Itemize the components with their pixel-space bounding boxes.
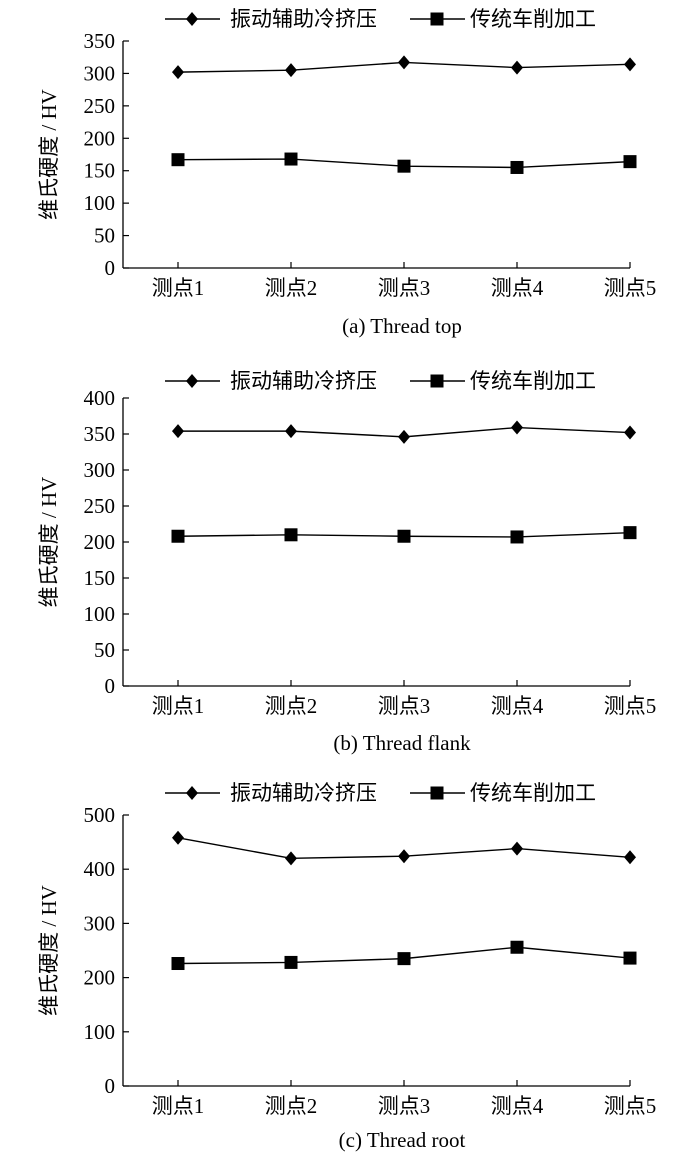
- data-point-series-2: [397, 159, 411, 173]
- y-tick-label: 200: [84, 530, 116, 554]
- legend-marker-2: [430, 374, 444, 388]
- data-point-series-1: [285, 63, 297, 78]
- legend-label-1: 振动辅助冷挤压: [230, 7, 377, 31]
- data-point-series-1: [398, 429, 410, 444]
- y-tick-label: 100: [84, 191, 116, 215]
- data-point-series-1: [624, 425, 636, 440]
- y-tick-label: 200: [84, 966, 116, 990]
- data-point-series-1: [172, 424, 184, 439]
- y-tick-label: 500: [84, 803, 116, 827]
- y-tick-label: 150: [84, 566, 116, 590]
- y-tick-label: 250: [84, 494, 116, 518]
- legend-marker-1: [186, 374, 198, 388]
- data-point-series-2: [510, 160, 524, 174]
- y-tick-label: 350: [84, 422, 116, 446]
- data-point-series-1: [172, 65, 184, 80]
- data-point-series-2: [171, 529, 185, 543]
- legend-label-2: 传统车削加工: [470, 7, 596, 31]
- x-tick-label: 测点2: [265, 694, 318, 718]
- data-point-series-2: [284, 528, 298, 542]
- x-tick-label: 测点1: [152, 276, 205, 300]
- x-tick-label: 测点5: [604, 1094, 657, 1118]
- y-tick-label: 400: [84, 857, 116, 881]
- data-point-series-2: [623, 526, 637, 540]
- y-tick-label: 400: [84, 386, 116, 410]
- y-tick-label: 0: [105, 1074, 116, 1098]
- data-point-series-1: [511, 841, 523, 856]
- legend-label-2: 传统车削加工: [470, 369, 596, 393]
- y-tick-label: 250: [84, 94, 116, 118]
- data-point-series-2: [623, 951, 637, 965]
- y-tick-label: 300: [84, 61, 116, 85]
- x-tick-label: 测点5: [604, 276, 657, 300]
- y-tick-label: 50: [94, 638, 115, 662]
- y-axis-label: 维氏硬度 / HV: [37, 885, 61, 1016]
- y-tick-label: 200: [84, 126, 116, 150]
- data-point-series-2: [284, 955, 298, 969]
- legend: 振动辅助冷挤压 传统车削加工: [165, 369, 596, 393]
- y-tick-label: 50: [94, 224, 115, 248]
- y-tick-label: 0: [105, 674, 116, 698]
- legend-marker-1: [186, 786, 198, 800]
- data-point-series-2: [510, 530, 524, 544]
- legend-marker-1: [186, 12, 198, 26]
- x-tick-label: 测点3: [378, 694, 431, 718]
- data-point-series-2: [171, 957, 185, 971]
- x-tick-label: 测点1: [152, 694, 205, 718]
- legend-marker-2: [430, 12, 444, 26]
- chart-panel-3: 振动辅助冷挤压 传统车削加工 0 100 200 300 400 500 测点1 测点2 测点3 测点…: [37, 781, 656, 1152]
- x-tick-label: 测点2: [265, 1094, 318, 1118]
- chart-panel-2: 振动辅助冷挤压 传统车削加工 0 50 100 150 200 250 300 350 400 测点1…: [37, 369, 656, 755]
- data-point-series-1: [511, 420, 523, 435]
- legend-label-1: 振动辅助冷挤压: [230, 369, 377, 393]
- x-tick-label: 测点3: [378, 276, 431, 300]
- data-point-series-1: [511, 60, 523, 75]
- x-tick-label: 测点4: [491, 694, 544, 718]
- data-point-series-2: [397, 529, 411, 543]
- x-tick-label: 测点4: [491, 1094, 544, 1118]
- data-point-series-2: [284, 152, 298, 166]
- x-tick-label: 测点1: [152, 1094, 205, 1118]
- x-tick-label: 测点3: [378, 1094, 431, 1118]
- data-point-series-2: [171, 153, 185, 167]
- data-point-series-1: [398, 849, 410, 864]
- data-point-series-2: [397, 952, 411, 966]
- data-point-series-2: [623, 155, 637, 169]
- y-tick-label: 100: [84, 1020, 116, 1044]
- legend: 振动辅助冷挤压 传统车削加工: [165, 781, 596, 805]
- y-tick-label: 300: [84, 458, 116, 482]
- legend-marker-2: [430, 786, 444, 800]
- data-point-series-1: [285, 851, 297, 866]
- data-point-series-2: [510, 940, 524, 954]
- x-tick-label: 测点2: [265, 276, 318, 300]
- y-tick-label: 350: [84, 29, 116, 53]
- legend-label-1: 振动辅助冷挤压: [230, 781, 377, 805]
- y-axis-label: 维氏硬度 / HV: [37, 89, 61, 220]
- y-tick-label: 150: [84, 159, 116, 183]
- data-point-series-1: [398, 55, 410, 70]
- data-point-series-1: [624, 57, 636, 72]
- y-tick-label: 300: [84, 911, 116, 935]
- x-tick-label: 测点4: [491, 276, 544, 300]
- chart-panel-1: 振动辅助冷挤压 传统车削加工 0 50 100 150 200 250 300 350 测点1 测点2…: [37, 7, 656, 338]
- chart-caption: (c) Thread root: [339, 1128, 466, 1152]
- chart-caption: (a) Thread top: [342, 314, 462, 338]
- legend: 振动辅助冷挤压 传统车削加工: [165, 7, 596, 31]
- data-point-series-1: [172, 830, 184, 845]
- legend-label-2: 传统车削加工: [470, 781, 596, 805]
- chart-caption: (b) Thread flank: [333, 731, 471, 755]
- x-tick-label: 测点5: [604, 694, 657, 718]
- y-tick-label: 0: [105, 256, 116, 280]
- y-tick-label: 100: [84, 602, 116, 626]
- data-point-series-1: [624, 850, 636, 865]
- data-point-series-1: [285, 424, 297, 439]
- y-axis-label: 维氏硬度 / HV: [37, 477, 61, 608]
